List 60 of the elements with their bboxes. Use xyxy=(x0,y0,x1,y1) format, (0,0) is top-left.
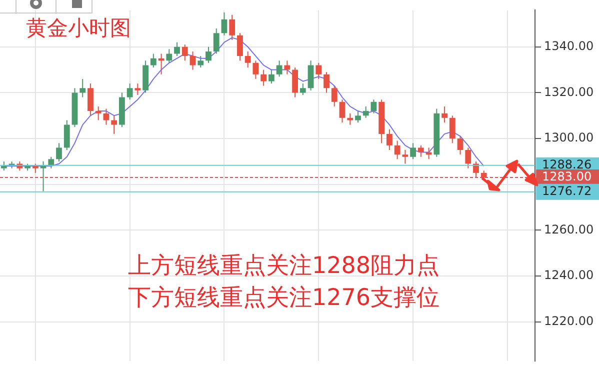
candlestick xyxy=(449,115,456,144)
candlestick xyxy=(394,140,400,160)
candlestick xyxy=(410,142,416,160)
chart-title: 黄金小时图 xyxy=(26,15,131,42)
candlestick xyxy=(442,106,448,123)
candlestick xyxy=(244,50,251,68)
candlestick xyxy=(182,44,188,62)
candlestick xyxy=(64,120,70,150)
candlestick xyxy=(80,78,86,98)
y-tick-label: 1220.00 xyxy=(544,314,594,328)
candlestick xyxy=(362,106,369,118)
annotation: 下方短线重点关注1276支撑位 xyxy=(128,284,440,313)
candlestick xyxy=(32,163,38,174)
y-tick-label: 1340.00 xyxy=(544,38,594,53)
candlestick xyxy=(229,14,236,40)
candlestick xyxy=(308,60,314,91)
candlestick xyxy=(150,53,156,68)
candlestick xyxy=(457,136,464,156)
candlestick xyxy=(174,42,180,57)
candlestick xyxy=(260,69,267,86)
candlestick xyxy=(166,48,172,64)
candlestick xyxy=(95,106,102,121)
y-tick-label: 1240.00 xyxy=(544,268,594,282)
candlestick xyxy=(316,62,322,80)
candlestick xyxy=(221,12,228,36)
candlestick xyxy=(465,147,472,169)
candlestick xyxy=(339,99,346,123)
candlestick xyxy=(252,60,259,80)
candlestick xyxy=(237,32,243,62)
y-tick-label: 1300.00 xyxy=(544,130,594,145)
candlestick xyxy=(386,128,392,150)
ref-line-label: 1283.00 xyxy=(542,170,592,184)
candlestick xyxy=(292,66,298,98)
candlestick xyxy=(355,110,361,123)
candlestick xyxy=(473,160,479,178)
y-tick-label: 1260.00 xyxy=(544,222,594,236)
y-tick-label: 1320.00 xyxy=(544,84,594,99)
ref-line-label: 1288.26 xyxy=(542,158,592,172)
candlestick xyxy=(402,149,408,164)
ref-line-label: 1276.72 xyxy=(542,184,592,198)
candlestick xyxy=(0,160,7,172)
candlestick xyxy=(111,115,118,134)
candlestick xyxy=(88,83,94,116)
candlestick xyxy=(276,60,282,78)
candlestick xyxy=(370,99,377,114)
candlestick xyxy=(331,85,338,107)
candlestick xyxy=(418,144,424,158)
candlestick xyxy=(198,56,204,68)
annotation: 上方短线重点关注1288阻力点 xyxy=(128,252,440,281)
candlestick xyxy=(40,160,46,192)
candlestick xyxy=(268,69,274,84)
candlestick xyxy=(134,83,141,96)
candlestick xyxy=(190,50,196,70)
candlestick xyxy=(206,46,212,64)
candlestick xyxy=(300,83,306,96)
candlestick xyxy=(213,28,220,54)
candlestick xyxy=(324,72,330,94)
candlestick xyxy=(126,83,133,100)
candlestick xyxy=(56,142,62,162)
candlestick xyxy=(284,60,290,75)
